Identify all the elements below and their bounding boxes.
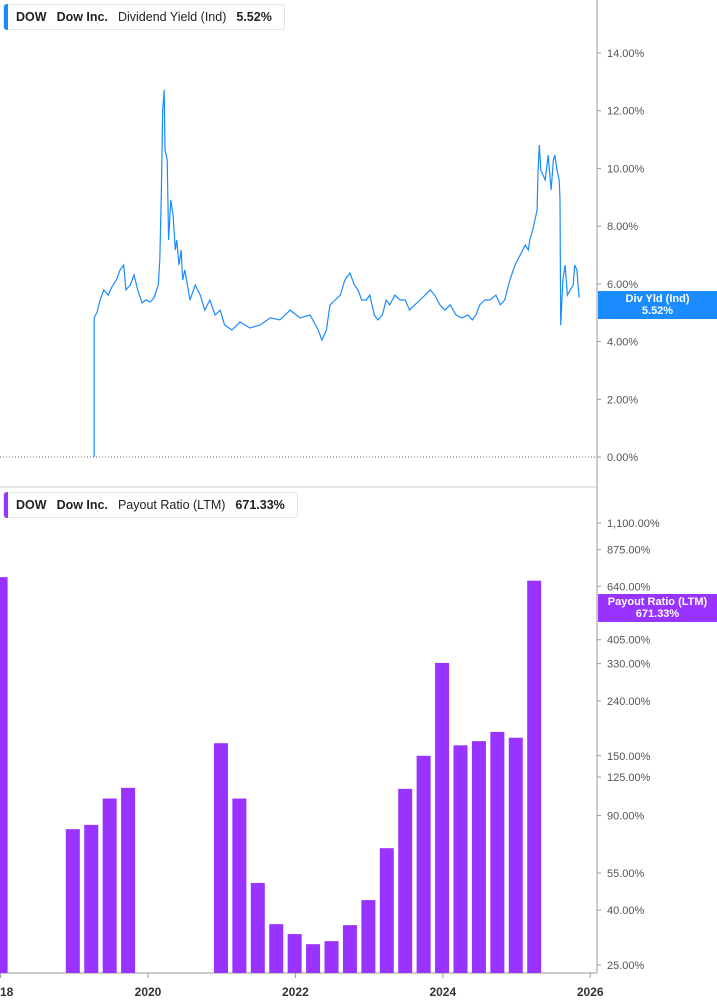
y-tick-label: 330.00% bbox=[607, 659, 651, 671]
top-legend[interactable]: DOW Dow Inc. Dividend Yield (Ind) 5.52% bbox=[3, 4, 285, 30]
legend-symbol: DOW bbox=[16, 10, 47, 24]
legend-company: Dow Inc. bbox=[56, 10, 108, 24]
y-tick-label: 25.00% bbox=[607, 960, 645, 972]
y-tick-label: 125.00% bbox=[607, 772, 651, 784]
yield-color-swatch bbox=[4, 4, 8, 30]
payout-bar[interactable] bbox=[416, 755, 431, 973]
payout-bar[interactable] bbox=[213, 743, 228, 973]
payout-bar[interactable] bbox=[527, 580, 542, 973]
yield-tag-value: 5.52% bbox=[641, 305, 674, 317]
payout-bar[interactable] bbox=[250, 882, 265, 973]
payout-bars bbox=[0, 577, 542, 973]
payout-color-swatch bbox=[4, 492, 8, 518]
yield-tag-label: Div Yld (Ind) bbox=[625, 293, 690, 305]
legend-company: Dow Inc. bbox=[56, 498, 108, 512]
y-tick-label: 150.00% bbox=[607, 751, 651, 763]
payout-tag-label: Payout Ratio (LTM) bbox=[607, 596, 708, 608]
payout-bar[interactable] bbox=[490, 731, 505, 973]
legend-value: 5.52% bbox=[236, 10, 272, 24]
bottom-y-axis-ticks: 25.00% 40.00% 55.00% 90.00% 125.00% 150.00% 24… bbox=[597, 518, 660, 972]
legend-metric: Dividend Yield (Ind) bbox=[117, 10, 227, 24]
payout-bar[interactable] bbox=[471, 741, 486, 973]
payout-bar[interactable] bbox=[508, 737, 523, 973]
x-tick-label: 2020 bbox=[135, 985, 162, 999]
payout-bar[interactable] bbox=[361, 900, 376, 973]
y-tick-label: 240.00% bbox=[607, 696, 651, 708]
y-tick-label: 875.00% bbox=[607, 545, 651, 557]
payout-bar[interactable] bbox=[306, 944, 321, 973]
y-tick-label: 8.00% bbox=[607, 221, 638, 233]
payout-tag-value: 671.33% bbox=[635, 608, 680, 620]
payout-bar[interactable] bbox=[269, 924, 284, 973]
y-tick-label: 12.00% bbox=[607, 106, 645, 118]
x-tick-label: 2022 bbox=[282, 985, 309, 999]
payout-bar[interactable] bbox=[121, 787, 136, 973]
y-tick-label: 1,100.00% bbox=[607, 518, 660, 530]
y-tick-label: 6.00% bbox=[607, 279, 638, 291]
x-tick-label: 2024 bbox=[429, 985, 456, 999]
y-tick-label: 55.00% bbox=[607, 868, 645, 880]
payout-bar[interactable] bbox=[398, 788, 413, 973]
x-axis-ticks: 18 2020 2022 2024 2026 bbox=[0, 973, 604, 999]
x-tick-label: 18 bbox=[0, 985, 14, 999]
x-tick-label: 2026 bbox=[577, 985, 604, 999]
y-tick-label: 405.00% bbox=[607, 635, 651, 647]
legend-symbol: DOW bbox=[16, 498, 47, 512]
y-tick-label: 2.00% bbox=[607, 394, 638, 406]
y-tick-label: 4.00% bbox=[607, 337, 638, 349]
payout-bar[interactable] bbox=[453, 745, 468, 973]
payout-bar[interactable] bbox=[324, 941, 339, 973]
payout-bar[interactable] bbox=[232, 798, 247, 973]
payout-bar[interactable] bbox=[379, 848, 394, 973]
y-tick-label: 14.00% bbox=[607, 48, 645, 60]
y-tick-label: 0.00% bbox=[607, 452, 638, 464]
legend-value: 671.33% bbox=[235, 498, 285, 512]
payout-bar[interactable] bbox=[287, 934, 302, 973]
y-tick-label: 640.00% bbox=[607, 581, 651, 593]
payout-bar[interactable] bbox=[435, 662, 450, 973]
y-tick-label: 10.00% bbox=[607, 163, 645, 175]
payout-bar[interactable] bbox=[0, 577, 8, 973]
payout-current-tag: Payout Ratio (LTM) 671.33% bbox=[598, 594, 717, 622]
y-tick-label: 40.00% bbox=[607, 905, 645, 917]
legend-metric: Payout Ratio (LTM) bbox=[117, 498, 226, 512]
bottom-legend[interactable]: DOW Dow Inc. Payout Ratio (LTM) 671.33% bbox=[3, 492, 298, 518]
yield-current-tag: Div Yld (Ind) 5.52% bbox=[598, 291, 717, 319]
y-tick-label: 90.00% bbox=[607, 810, 645, 822]
payout-bar[interactable] bbox=[84, 824, 99, 973]
payout-bar[interactable] bbox=[102, 798, 117, 973]
dividend-yield-line bbox=[93, 89, 580, 457]
payout-bar[interactable] bbox=[342, 925, 357, 973]
top-y-axis-ticks: 0.00% 2.00% 4.00% 6.00% 8.00% 10.00% 12.00% 14.… bbox=[597, 48, 645, 464]
payout-bar[interactable] bbox=[65, 829, 80, 973]
